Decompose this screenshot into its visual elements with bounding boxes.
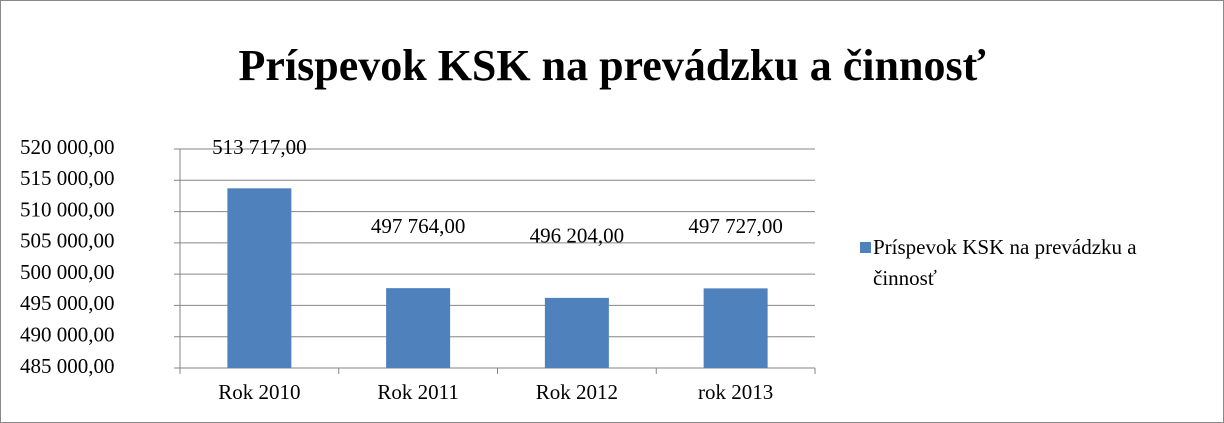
bar <box>703 288 768 368</box>
legend-text: Príspevok KSK na prevádzku a činnosť <box>873 235 1137 290</box>
y-tick-label: 515 000,00 <box>20 166 115 190</box>
y-tick-label: 485 000,00 <box>20 354 115 378</box>
y-tick-label: 490 000,00 <box>20 323 115 347</box>
bar <box>227 188 292 368</box>
legend-swatch <box>860 242 871 253</box>
value-label: 497 764,00 <box>371 214 466 238</box>
bar <box>386 288 451 368</box>
chart-title: Príspevok KSK na prevádzku a činnosť <box>238 41 985 90</box>
x-tick-label: rok 2013 <box>698 380 773 404</box>
y-tick-label: 505 000,00 <box>20 229 115 253</box>
x-tick-label: Rok 2010 <box>218 380 300 404</box>
value-label: 497 727,00 <box>688 214 783 238</box>
y-tick-label: 510 000,00 <box>20 197 115 221</box>
x-tick-label: Rok 2011 <box>377 380 458 404</box>
y-tick-label: 520 000,00 <box>20 135 115 159</box>
y-tick-label: 500 000,00 <box>20 260 115 284</box>
x-tick-label: Rok 2012 <box>536 380 618 404</box>
bar <box>544 297 609 368</box>
value-label: 513 717,00 <box>212 135 307 159</box>
legend-entry: Príspevok KSK na prevádzku a činnosť <box>873 235 1137 290</box>
y-tick-label: 495 000,00 <box>20 291 115 315</box>
value-label: 496 204,00 <box>530 224 625 248</box>
